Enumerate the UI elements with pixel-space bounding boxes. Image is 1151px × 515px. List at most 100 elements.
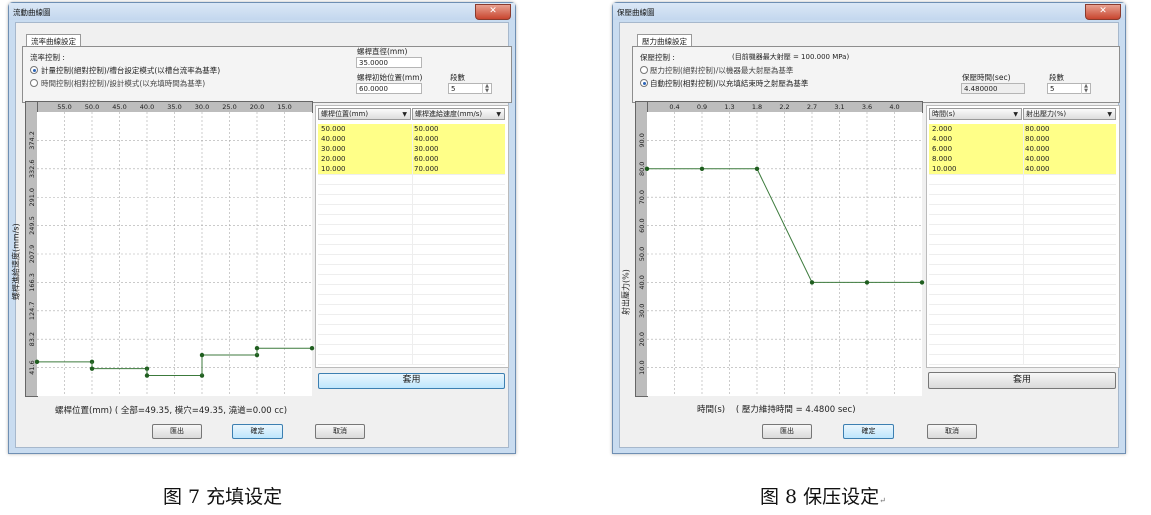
table-row[interactable]: 10.000 70.000 [318, 164, 505, 175]
table-row[interactable] [929, 184, 1116, 195]
column-header-speed[interactable]: 螺桿進給速度(mm/s) ▼ [412, 108, 505, 120]
table-row[interactable] [929, 354, 1116, 365]
table-row[interactable] [929, 284, 1116, 295]
table-row[interactable] [929, 204, 1116, 215]
table-row[interactable] [318, 354, 505, 365]
table-cell[interactable]: 10.000 [932, 165, 957, 173]
diameter-input[interactable]: 35.0000 [356, 57, 422, 68]
y-tick-label: 83.2 [28, 332, 36, 346]
table-row[interactable] [929, 324, 1116, 335]
table-row[interactable] [929, 264, 1116, 275]
table-cell[interactable]: 8.000 [932, 155, 953, 163]
table-row[interactable] [318, 234, 505, 245]
close-button[interactable]: ✕ [475, 4, 511, 20]
table-cell[interactable]: 80.000 [1025, 125, 1050, 133]
y-tick-label: 90.0 [638, 133, 646, 147]
table-cell[interactable]: 30.000 [414, 145, 439, 153]
table-row[interactable] [929, 274, 1116, 285]
table-row[interactable]: 10.000 40.000 [929, 164, 1116, 175]
column-header-time[interactable]: 時間(s) ▼ [929, 108, 1022, 120]
radio-auto-control[interactable] [640, 79, 648, 87]
segments-stepper[interactable]: 5 ▲ ▼ [448, 83, 492, 94]
table-cell[interactable]: 6.000 [932, 145, 953, 153]
table-row[interactable] [318, 264, 505, 275]
table-row[interactable] [318, 204, 505, 215]
table-cell[interactable]: 20.000 [321, 155, 346, 163]
start-position-input[interactable]: 60.0000 [356, 83, 422, 94]
table-row[interactable] [929, 224, 1116, 235]
table-row[interactable] [929, 334, 1116, 345]
table-row[interactable] [318, 244, 505, 255]
x-tick-label: 2.2 [779, 103, 789, 111]
table-row[interactable] [929, 234, 1116, 245]
table-row[interactable] [929, 174, 1116, 185]
table-cell[interactable]: 40.000 [1025, 145, 1050, 153]
radio-time-control[interactable] [30, 79, 38, 87]
pressure-chart[interactable]: 0.4 0.9 1.3 1.8 2.2 2.7 3.1 3.6 4.0 10.0 20.0 30.0 4… [638, 103, 925, 396]
table-row[interactable] [929, 304, 1116, 315]
table-row[interactable] [318, 194, 505, 205]
tab-flow-curve[interactable]: 流率曲線設定 [26, 34, 81, 48]
table-cell[interactable]: 4.000 [932, 135, 953, 143]
table-row[interactable] [929, 214, 1116, 225]
apply-button[interactable]: 套用 [928, 372, 1116, 389]
table-row[interactable] [929, 194, 1116, 205]
table-row[interactable] [929, 254, 1116, 265]
ok-button[interactable]: 確定 [843, 424, 894, 439]
spin-arrows-icon[interactable]: ▲ ▼ [482, 84, 491, 94]
tab-pressure-curve[interactable]: 壓力曲線設定 [637, 34, 692, 48]
table-row[interactable] [318, 214, 505, 225]
column-header-position[interactable]: 螺桿位置(mm) ▼ [318, 108, 411, 120]
table-row[interactable] [929, 294, 1116, 305]
table-cell[interactable]: 10.000 [321, 165, 346, 173]
y-tick-label: 60.0 [638, 218, 646, 232]
table-cell[interactable]: 50.000 [321, 125, 346, 133]
table-cell[interactable]: 60.000 [414, 155, 439, 163]
table-row[interactable] [318, 224, 505, 235]
column-separator [412, 204, 413, 214]
table-row[interactable] [318, 294, 505, 305]
table-row[interactable] [929, 344, 1116, 355]
table-cell[interactable]: 30.000 [321, 145, 346, 153]
radio-pressure-control[interactable] [640, 66, 648, 74]
column-separator [412, 284, 413, 294]
apply-button[interactable]: 套用 [318, 373, 505, 389]
export-button[interactable]: 匯出 [152, 424, 202, 439]
table-row[interactable] [318, 274, 505, 285]
table-row[interactable] [318, 284, 505, 295]
column-header-pressure[interactable]: 射出壓力(%) ▼ [1023, 108, 1116, 120]
table-row[interactable] [318, 254, 505, 265]
table-row[interactable] [929, 244, 1116, 255]
table-cell[interactable]: 80.000 [1025, 135, 1050, 143]
table-cell[interactable]: 40.000 [1025, 155, 1050, 163]
table-cell[interactable]: 50.000 [414, 125, 439, 133]
table-row[interactable] [318, 344, 505, 355]
table-cell[interactable]: 40.000 [1025, 165, 1050, 173]
ok-button[interactable]: 確定 [232, 424, 283, 439]
table-cell[interactable]: 40.000 [321, 135, 346, 143]
title-bar[interactable]: 流動曲線圖 ✕ [9, 3, 515, 20]
table-row[interactable] [318, 324, 505, 335]
table-cell[interactable]: 40.000 [414, 135, 439, 143]
y-tick-label: 332.6 [28, 160, 36, 179]
cancel-button[interactable]: 取消 [315, 424, 365, 439]
title-bar[interactable]: 保壓曲線圖 ✕ [613, 3, 1125, 20]
segments-stepper[interactable]: 5 ▲ ▼ [1047, 83, 1091, 94]
figure-8-caption-text: 图 8 保压设定 [760, 486, 880, 508]
spin-arrows-icon[interactable]: ▲ ▼ [1081, 84, 1090, 94]
table-cell[interactable]: 2.000 [932, 125, 953, 133]
table-row[interactable] [318, 184, 505, 195]
close-button[interactable]: ✕ [1085, 4, 1121, 20]
table-row[interactable] [318, 304, 505, 315]
control-label: 流率控制 : [30, 53, 65, 62]
cancel-button[interactable]: 取消 [927, 424, 977, 439]
y-axis-title: 螺桿進給速度(mm/s) [11, 223, 22, 300]
radio-volume-control[interactable] [30, 66, 38, 74]
flow-rate-chart[interactable]: 55.0 50.0 45.0 40.0 35.0 30.0 25.0 20.0 15.0 41.6… [28, 103, 315, 396]
table-cell[interactable]: 70.000 [414, 165, 439, 173]
table-row[interactable] [929, 314, 1116, 325]
table-row[interactable] [318, 314, 505, 325]
table-row[interactable] [318, 174, 505, 185]
export-button[interactable]: 匯出 [762, 424, 812, 439]
table-row[interactable] [318, 334, 505, 345]
